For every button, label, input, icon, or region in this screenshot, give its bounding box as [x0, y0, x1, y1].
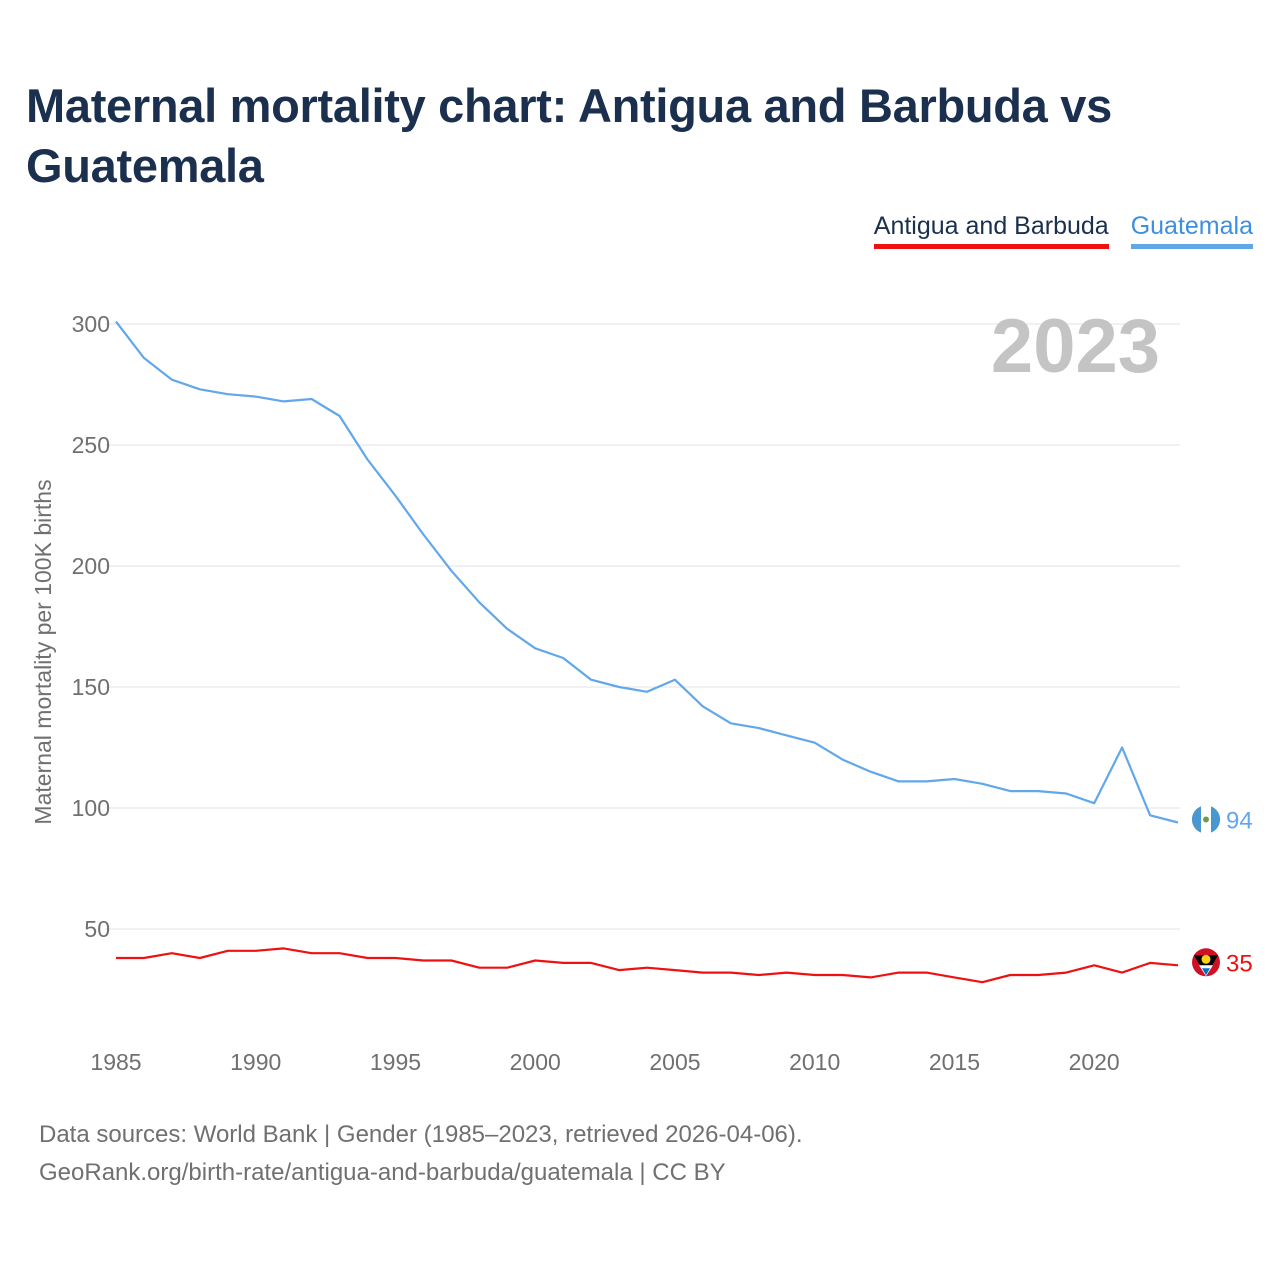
- y-tick-label: 300: [72, 311, 110, 337]
- y-tick-label: 200: [72, 553, 110, 579]
- antigua-and-barbuda-flag-icon: [1192, 948, 1220, 977]
- year-watermark: 2023: [991, 304, 1160, 389]
- x-tick-label: 2015: [929, 1049, 980, 1075]
- legend-item-guatemala[interactable]: Guatemala: [1130, 212, 1253, 249]
- gridlines: [105, 323, 1180, 930]
- data-sources-text: Data sources: World Bank | Gender (1985–…: [39, 1121, 803, 1148]
- x-tick-label: 1990: [230, 1049, 281, 1075]
- guatemala-flag-icon: [1191, 805, 1221, 834]
- series-layer: [115, 320, 1179, 984]
- x-tick-label: 2000: [510, 1049, 561, 1075]
- y-tick-label: 50: [84, 916, 110, 942]
- series-line-guatemala[interactable]: [115, 320, 1179, 824]
- footer: Data sources: World Bank | Gender (1985–…: [39, 1116, 803, 1192]
- y-tick-label: 250: [72, 432, 110, 458]
- guatemala-end-value: 94: [1226, 808, 1253, 835]
- legend: Antigua and Barbuda Guatemala: [873, 212, 1253, 249]
- y-axis-label: Maternal mortality per 100K births: [30, 479, 56, 824]
- x-tick-label: 1985: [90, 1049, 141, 1075]
- antigua-and-barbuda-end-value: 35: [1226, 950, 1253, 977]
- x-tick-label: 2020: [1069, 1049, 1120, 1075]
- x-tick-label: 1995: [370, 1049, 421, 1075]
- x-tick-label: 2010: [789, 1049, 840, 1075]
- y-tick-label: 100: [72, 795, 110, 821]
- x-axis-ticks: 1985 1990 1995 2000 2005 2010 2015 2020: [90, 1049, 1119, 1075]
- x-tick-label: 2005: [649, 1049, 700, 1075]
- legend-item-antigua-and-barbuda[interactable]: Antigua and Barbuda: [873, 212, 1109, 249]
- line-chart: 50 100 150 200 250 300 1985 1990 1995 2000 2005 20…: [30, 304, 1253, 1075]
- chart-title: Maternal mortality chart: Antigua and Ba…: [26, 79, 1112, 192]
- source-url-text[interactable]: GeoRank.org/birth-rate/antigua-and-barbu…: [39, 1159, 726, 1186]
- series-line-antigua-and-barbuda[interactable]: [116, 947, 1179, 984]
- y-axis-ticks: 50 100 150 200 250 300: [72, 311, 110, 942]
- series-endpoints: 94 35: [1191, 805, 1253, 977]
- y-tick-label: 150: [72, 674, 110, 700]
